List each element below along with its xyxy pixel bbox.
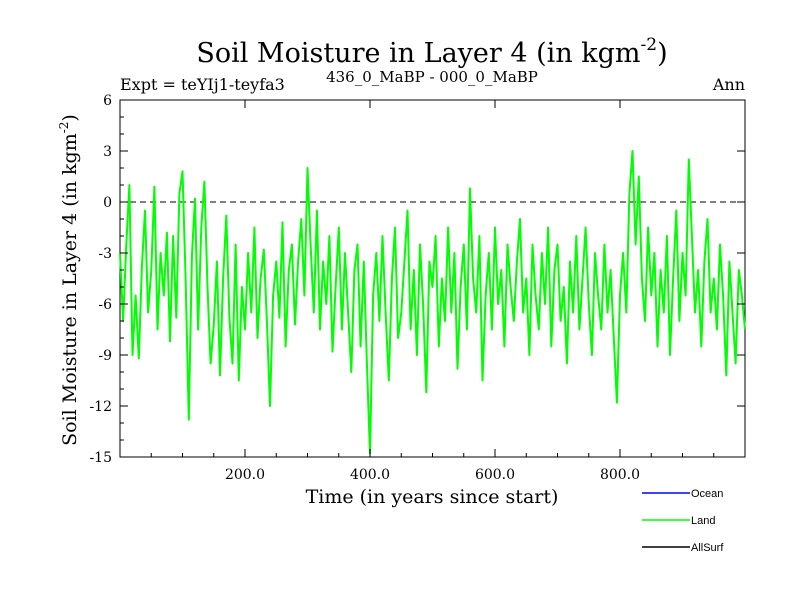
legend-label-land: Land	[691, 515, 715, 527]
y-tick-label: -12	[89, 399, 112, 415]
legend-label-ocean: Ocean	[691, 488, 723, 500]
x-tick-label: 600.0	[475, 467, 515, 483]
y-tick-label: 0	[103, 195, 112, 211]
season-label: Ann	[712, 75, 745, 94]
y-tick-label: 6	[103, 93, 112, 109]
y-tick-label: -15	[89, 450, 112, 466]
experiment-label: Expt = teYIj1-teyfa3	[120, 75, 285, 94]
y-tick-label: -6	[98, 297, 112, 313]
y-axis-label: Soil Moisture in Layer 4 (in kgm-2)	[57, 114, 81, 446]
x-tick-label: 400.0	[350, 467, 390, 483]
x-axis-ticks: 200.0 400.0 600.0 800.0	[150, 100, 715, 483]
legend: Ocean Land AllSurf	[642, 488, 724, 554]
chart-title: Soil Moisture in Layer 4 (in kgm-2)	[196, 35, 667, 69]
y-axis-ticks: 6 3 0 -3 -6 -9 -12 -15	[89, 93, 745, 466]
series-line-land	[119, 150, 746, 455]
x-tick-label: 200.0	[225, 467, 265, 483]
x-axis-label: Time (in years since start)	[306, 486, 559, 508]
y-tick-label: 3	[103, 144, 112, 160]
plot-area: 200.0 400.0 600.0 800.0 6 3 0 -3 -6 -9 -12 -15	[89, 93, 746, 483]
period-label: 436_0_MaBP - 000_0_MaBP	[326, 68, 538, 86]
legend-label-allsurf: AllSurf	[691, 542, 724, 554]
y-tick-label: -3	[98, 246, 112, 262]
x-tick-label: 800.0	[600, 467, 640, 483]
y-tick-label: -9	[98, 348, 112, 364]
